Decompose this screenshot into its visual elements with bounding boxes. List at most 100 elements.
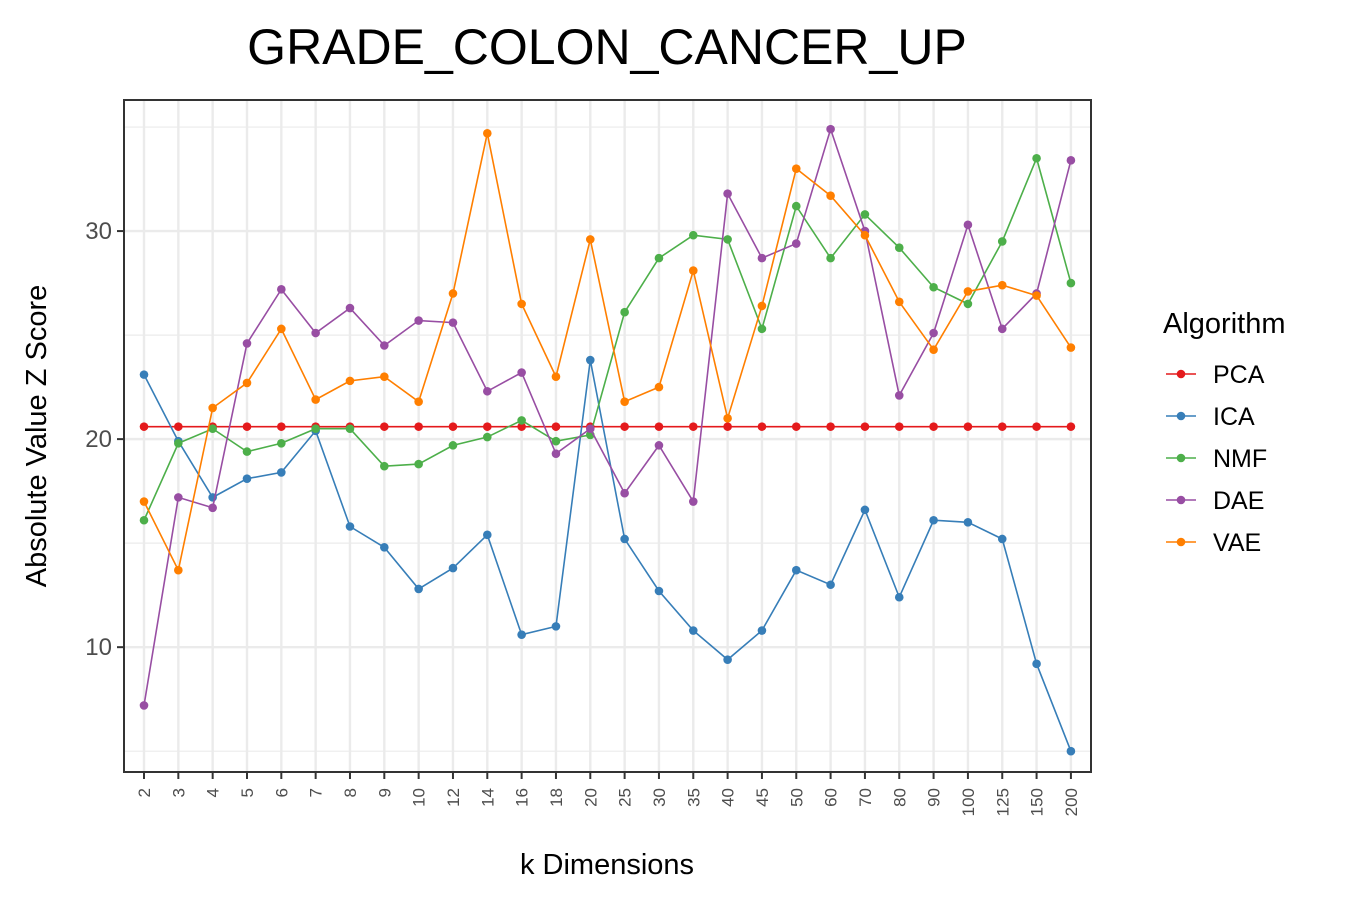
data-point-vae xyxy=(929,345,938,354)
series-nmf xyxy=(139,153,1076,525)
data-point-ica xyxy=(791,565,801,575)
data-point-vae xyxy=(277,324,286,334)
x-tick-label: 12 xyxy=(444,788,463,807)
data-point-pca xyxy=(517,422,526,431)
data-point-dae xyxy=(345,303,355,313)
data-point-dae xyxy=(517,368,526,377)
data-point-nmf xyxy=(860,210,870,219)
data-point-nmf xyxy=(139,515,149,525)
data-point-nmf xyxy=(483,432,492,442)
data-point-pca xyxy=(139,422,149,431)
data-point-dae xyxy=(174,493,183,502)
data-point-pca xyxy=(860,422,870,431)
major-gridlines xyxy=(124,100,1091,772)
data-point-dae xyxy=(242,339,252,348)
data-point-pca xyxy=(723,422,732,431)
x-tick-label: 3 xyxy=(169,788,188,797)
data-point-nmf xyxy=(791,201,801,211)
data-point-vae xyxy=(963,287,973,296)
data-point-ica xyxy=(929,515,938,525)
data-point-nmf xyxy=(174,438,183,448)
y-tick-label: 10 xyxy=(85,634,112,661)
data-point-nmf xyxy=(311,424,320,434)
data-point-vae xyxy=(688,266,698,275)
data-point-nmf xyxy=(1066,278,1076,288)
data-point-dae xyxy=(311,328,320,338)
data-point-ica xyxy=(345,522,355,531)
legend-label: VAE xyxy=(1213,529,1261,557)
legend-item-vae: VAE xyxy=(1166,529,1261,557)
x-tick-label: 10 xyxy=(410,788,429,807)
data-point-pca xyxy=(1032,422,1041,431)
data-point-vae xyxy=(791,164,801,173)
data-point-pca xyxy=(242,422,252,431)
data-point-nmf xyxy=(963,299,973,309)
data-point-ica xyxy=(723,655,732,664)
x-tick-label: 70 xyxy=(856,788,875,807)
data-point-dae xyxy=(139,701,149,710)
legend-title: Algorithm xyxy=(1163,308,1286,340)
data-point-ica xyxy=(1032,659,1041,669)
data-point-dae xyxy=(380,341,389,350)
data-point-ica xyxy=(894,592,904,602)
x-tick-label: 80 xyxy=(890,788,909,807)
data-point-dae xyxy=(551,449,561,458)
data-point-dae xyxy=(483,386,492,396)
x-tick-label: 45 xyxy=(753,788,772,807)
data-point-dae xyxy=(963,220,973,230)
data-point-nmf xyxy=(723,235,732,244)
data-point-vae xyxy=(242,378,252,388)
legend: Algorithm PCA ICA NMF DAE VAE xyxy=(1163,308,1286,557)
data-point-dae xyxy=(688,497,698,506)
data-point-dae xyxy=(414,316,423,325)
data-point-nmf xyxy=(380,461,389,471)
data-point-vae xyxy=(483,128,492,138)
x-axis-title: k Dimensions xyxy=(520,849,694,881)
data-point-dae xyxy=(620,488,629,498)
data-point-vae xyxy=(723,414,732,423)
data-point-nmf xyxy=(517,416,526,425)
legend-label: DAE xyxy=(1213,487,1264,515)
data-point-ica xyxy=(414,584,423,594)
x-tick-label: 200 xyxy=(1062,788,1081,816)
x-tick-label: 2 xyxy=(135,788,154,797)
x-tick-label: 8 xyxy=(341,788,360,797)
data-point-nmf xyxy=(345,424,355,434)
legend-item-nmf: NMF xyxy=(1166,445,1267,473)
legend-item-dae: DAE xyxy=(1166,487,1264,515)
data-point-ica xyxy=(860,505,870,515)
data-point-vae xyxy=(860,230,870,240)
x-tick-label: 30 xyxy=(650,788,669,807)
y-tick-label: 30 xyxy=(85,218,112,245)
data-point-nmf xyxy=(277,438,286,448)
data-point-dae xyxy=(723,189,732,198)
data-point-ica xyxy=(826,580,835,590)
data-point-nmf xyxy=(757,324,767,334)
x-tick-label: 14 xyxy=(478,788,497,807)
data-point-dae xyxy=(448,318,458,327)
data-point-pca xyxy=(757,422,767,431)
data-point-ica xyxy=(380,543,389,552)
y-tick-label: 20 xyxy=(85,426,112,453)
data-point-pca xyxy=(1066,422,1076,431)
data-point-dae xyxy=(654,441,664,450)
series-pca xyxy=(139,422,1076,431)
data-point-dae xyxy=(894,391,904,400)
data-point-pca xyxy=(929,422,938,431)
data-point-ica xyxy=(448,563,458,573)
legend-key-point xyxy=(1176,369,1186,379)
data-point-pca xyxy=(551,422,561,431)
data-point-nmf xyxy=(894,243,904,253)
legend-item-ica: ICA xyxy=(1166,403,1255,431)
x-tick-label: 5 xyxy=(238,788,257,797)
data-point-vae xyxy=(345,376,355,386)
data-point-dae xyxy=(791,239,801,248)
data-point-pca xyxy=(963,422,973,431)
data-point-dae xyxy=(757,253,767,263)
x-tick-label: 35 xyxy=(684,788,703,807)
data-point-pca xyxy=(380,422,389,431)
data-point-dae xyxy=(826,124,835,134)
data-point-nmf xyxy=(620,307,629,317)
data-point-pca xyxy=(620,422,629,431)
